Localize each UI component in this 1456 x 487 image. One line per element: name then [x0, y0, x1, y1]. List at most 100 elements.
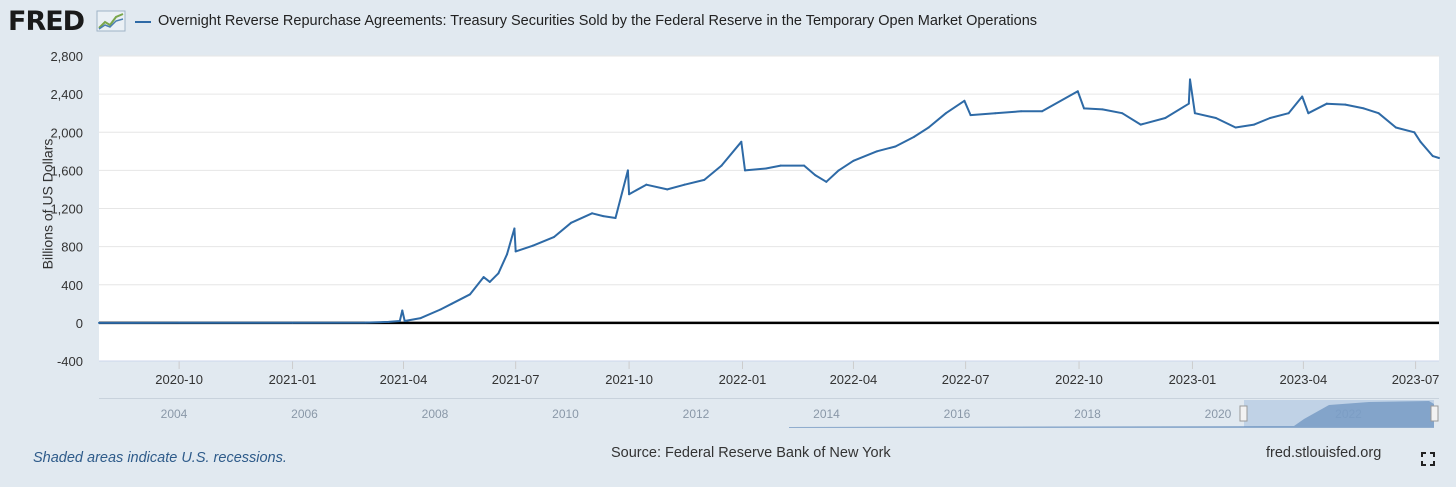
line-chart[interactable]: 2,800 2,400 2,000 1,600 1,200 800 400 0 -400 2020… — [0, 0, 1456, 398]
y-tick-label: 1,200 — [50, 202, 83, 217]
data-point — [803, 164, 806, 167]
data-point — [1121, 112, 1124, 115]
x-tick-label: 2021-01 — [269, 372, 317, 387]
navigator-year-label: 2018 — [1074, 407, 1101, 421]
fullscreen-icon[interactable] — [1421, 452, 1435, 466]
data-point — [814, 174, 817, 177]
data-point — [514, 250, 517, 253]
data-point — [403, 319, 406, 322]
x-tick-label: 2023-07 — [1392, 372, 1440, 387]
data-point — [1193, 112, 1196, 115]
data-point — [1269, 116, 1272, 119]
data-point — [513, 227, 516, 230]
data-point — [1253, 123, 1256, 126]
data-point — [875, 150, 878, 153]
data-point — [401, 309, 404, 312]
navigator-left-handle — [1239, 405, 1248, 422]
data-point — [552, 236, 555, 239]
navigator-series-area — [789, 401, 1434, 428]
data-point — [1394, 126, 1397, 129]
data-point — [419, 317, 422, 320]
data-point — [1082, 107, 1085, 110]
x-tick-label: 2022-01 — [719, 372, 767, 387]
data-point — [1287, 112, 1290, 115]
data-point — [628, 193, 631, 196]
data-point — [1413, 131, 1416, 134]
fred-logo[interactable]: FRED — [8, 6, 85, 37]
data-point — [591, 212, 594, 215]
data-point — [602, 215, 605, 218]
data-point — [482, 276, 485, 279]
fred-chart-icon — [96, 10, 126, 32]
data-point — [1234, 126, 1237, 129]
data-point — [614, 217, 617, 220]
y-tick-label: 2,400 — [50, 87, 83, 102]
data-point — [1301, 95, 1304, 98]
data-point — [1431, 155, 1434, 158]
site-link[interactable]: fred.stlouisfed.org — [1266, 445, 1382, 461]
data-point — [439, 308, 442, 311]
data-point — [488, 280, 491, 283]
range-navigator[interactable]: 2004200620082010201220142016201820202022 — [99, 398, 1439, 428]
navigator-year-label: 2012 — [683, 407, 710, 421]
chart-header: FRED Overnight Reverse Repurchase Agreem… — [0, 0, 1456, 46]
x-tick-label: 2023-04 — [1280, 372, 1328, 387]
navigator-year-label: 2020 — [1205, 407, 1232, 421]
y-tick-label: 2,000 — [50, 125, 83, 140]
data-point — [779, 164, 782, 167]
navigator-year-label: 2010 — [552, 407, 579, 421]
source-text: Source: Federal Reserve Bank of New York — [611, 445, 891, 461]
data-point — [1188, 78, 1191, 81]
navigator-year-label: 2004 — [161, 407, 188, 421]
data-point — [703, 178, 706, 181]
data-point — [1307, 112, 1310, 115]
data-point — [450, 302, 453, 305]
data-point — [1377, 112, 1380, 115]
y-tick-label: 400 — [61, 278, 83, 293]
data-point — [1020, 110, 1023, 113]
x-tick-label: 2020-10 — [155, 372, 203, 387]
data-point — [1139, 123, 1142, 126]
data-point — [927, 126, 930, 129]
x-tick-label: 2021-10 — [605, 372, 653, 387]
data-point — [469, 293, 472, 296]
y-tick-label: 1,600 — [50, 163, 83, 178]
data-point — [764, 167, 767, 170]
y-tick-label: 0 — [76, 316, 83, 331]
data-point — [570, 221, 573, 224]
data-point — [1187, 102, 1190, 105]
series-title[interactable]: Overnight Reverse Repurchase Agreements:… — [158, 13, 1038, 29]
data-point — [1214, 116, 1217, 119]
x-tick-label: 2021-07 — [492, 372, 540, 387]
navigator-year-label: 2006 — [291, 407, 318, 421]
x-tick-label: 2022-07 — [942, 372, 990, 387]
data-point — [720, 164, 723, 167]
data-point — [1362, 107, 1365, 110]
data-point — [894, 145, 897, 148]
data-point — [825, 180, 828, 183]
data-point — [944, 112, 947, 115]
navigator-year-label: 2014 — [813, 407, 840, 421]
data-point — [1344, 103, 1347, 106]
data-point — [740, 140, 743, 143]
y-tick-label: 2,800 — [50, 49, 83, 64]
x-tick-label: 2022-04 — [830, 372, 878, 387]
data-point — [743, 169, 746, 172]
data-point — [497, 272, 500, 275]
data-point — [645, 183, 648, 186]
data-point — [1164, 116, 1167, 119]
data-point — [852, 159, 855, 162]
y-tick-label: -400 — [57, 354, 83, 369]
data-point — [1041, 110, 1044, 113]
data-point — [1438, 156, 1440, 159]
data-point — [626, 169, 629, 172]
data-point — [98, 321, 100, 324]
data-point — [912, 136, 915, 139]
data-point — [387, 320, 390, 323]
data-point — [178, 321, 181, 324]
data-point — [969, 114, 972, 117]
data-point — [398, 319, 401, 322]
data-point — [837, 169, 840, 172]
data-point — [531, 244, 534, 247]
data-point — [291, 321, 294, 324]
